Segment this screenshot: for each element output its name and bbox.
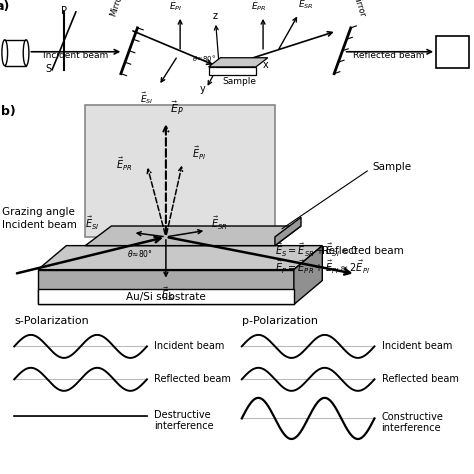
- Bar: [5, 40, 26, 66]
- Text: Sample: Sample: [372, 162, 411, 172]
- Polygon shape: [38, 270, 294, 304]
- Polygon shape: [209, 67, 256, 75]
- Text: y: y: [200, 84, 206, 94]
- Text: Mirror: Mirror: [108, 0, 124, 18]
- Bar: [436, 36, 469, 68]
- Text: Au/Si substrate: Au/Si substrate: [126, 292, 206, 302]
- Text: $\vec{E}_{SI}$: $\vec{E}_{SI}$: [161, 286, 175, 303]
- Text: S: S: [46, 64, 51, 73]
- Text: P: P: [61, 6, 67, 16]
- Polygon shape: [294, 246, 322, 304]
- Text: Reflected beam: Reflected beam: [382, 374, 458, 384]
- Text: $\vec{E}_{PI}$: $\vec{E}_{PI}$: [169, 0, 182, 13]
- Ellipse shape: [2, 40, 8, 66]
- Text: $\theta$≈80°: $\theta$≈80°: [192, 53, 216, 63]
- Text: x: x: [263, 60, 269, 70]
- Text: $\vec{E}_{SI}$: $\vec{E}_{SI}$: [85, 215, 100, 232]
- Text: Mirror: Mirror: [350, 0, 366, 18]
- Text: Incident beam: Incident beam: [382, 341, 452, 351]
- Polygon shape: [209, 58, 268, 67]
- Text: $\vec{E}_{PI}$: $\vec{E}_{PI}$: [192, 145, 206, 162]
- Text: $\vec{E}_P = \vec{E}_{PR} + \vec{E}_{PI} \approx 2\vec{E}_{PI}$: $\vec{E}_P = \vec{E}_{PR} + \vec{E}_{PI}…: [275, 259, 370, 276]
- Text: Incident beam: Incident beam: [43, 51, 109, 60]
- Text: p-Polarization: p-Polarization: [242, 316, 318, 326]
- Text: Destructive
interference: Destructive interference: [154, 410, 214, 431]
- Polygon shape: [275, 217, 301, 246]
- Text: $\vec{E}_{PR}$: $\vec{E}_{PR}$: [116, 156, 133, 173]
- Polygon shape: [38, 289, 294, 304]
- Text: $\vec{E}_{SR}$: $\vec{E}_{SR}$: [211, 215, 228, 232]
- Text: Sample: Sample: [222, 77, 256, 86]
- Text: b): b): [1, 105, 16, 118]
- Text: Incident beam: Incident beam: [2, 220, 77, 230]
- Text: $\vec{E}_{PR}$: $\vec{E}_{PR}$: [251, 0, 266, 13]
- Text: $\theta$≈80°: $\theta$≈80°: [127, 247, 153, 258]
- Text: $\vec{E}_{SR}$: $\vec{E}_{SR}$: [298, 0, 313, 11]
- Text: a): a): [0, 0, 9, 13]
- Text: Grazing angle: Grazing angle: [2, 207, 75, 217]
- Text: Constructive
interference: Constructive interference: [382, 412, 444, 433]
- Text: z: z: [212, 11, 218, 21]
- Text: Dete
ctor: Dete ctor: [444, 43, 462, 62]
- Text: Incident beam: Incident beam: [154, 341, 224, 351]
- Polygon shape: [38, 246, 322, 270]
- Text: $\vec{E}_P$: $\vec{E}_P$: [170, 100, 183, 117]
- Polygon shape: [85, 226, 301, 246]
- Text: $\vec{E}_S = \vec{E}_{SR} + \vec{E}_{SI} \approx 0$: $\vec{E}_S = \vec{E}_{SR} + \vec{E}_{SI}…: [275, 241, 358, 259]
- Text: $\vec{E}_{SI}$: $\vec{E}_{SI}$: [140, 91, 154, 107]
- Text: Reflected beam: Reflected beam: [154, 374, 231, 384]
- Ellipse shape: [23, 40, 29, 66]
- Text: Reflected beam: Reflected beam: [322, 246, 404, 256]
- Text: s-Polarization: s-Polarization: [14, 316, 89, 326]
- Polygon shape: [85, 105, 275, 237]
- Text: Reflected beam: Reflected beam: [353, 51, 424, 60]
